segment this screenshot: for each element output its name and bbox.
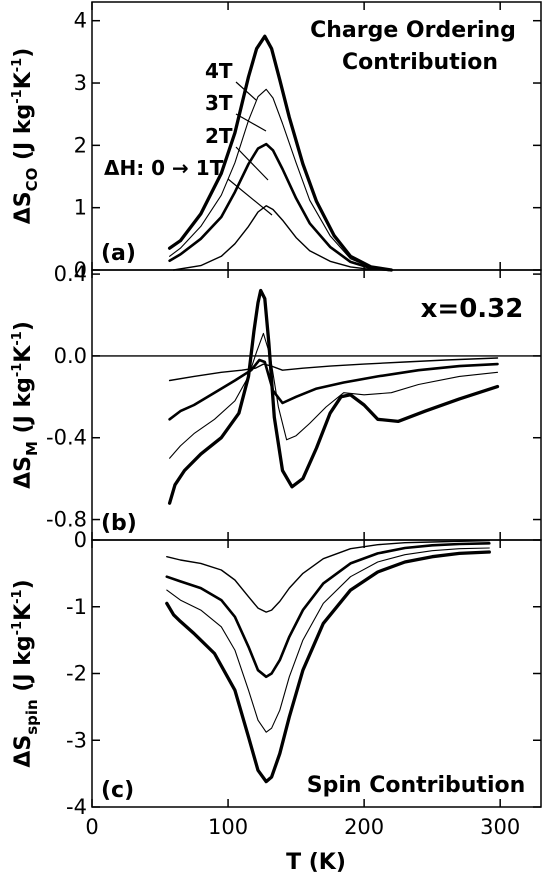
series-line	[166, 547, 490, 733]
y-tick-label: 0	[74, 528, 87, 552]
y-axis-label-part: ΔS	[11, 456, 36, 489]
y-axis-label-part: M	[23, 441, 41, 456]
y-tick-label: 2	[74, 133, 87, 157]
y-axis-label-part: -1	[10, 363, 25, 377]
x-tick-label: 0	[85, 815, 98, 839]
panel-label: (a)	[101, 241, 136, 266]
series-line	[168, 357, 499, 382]
x-tick-label: 300	[480, 815, 520, 839]
y-axis-label: ΔSM (J kg-1K-1)	[10, 321, 41, 489]
y-tick-label: -0.4	[46, 426, 87, 450]
y-tick-label: -0.8	[46, 508, 87, 532]
y-tick-label: -1	[66, 595, 87, 619]
series-line	[166, 540, 490, 613]
y-axis-label-part: ΔS	[11, 735, 36, 768]
panel-frame	[91, 539, 542, 808]
y-axis-label-part: )	[11, 48, 36, 58]
y-tick-label: 1	[74, 196, 87, 220]
y-axis-label: ΔSspin (J kg-1K-1)	[10, 579, 41, 767]
y-tick-label: 4	[74, 9, 87, 33]
y-axis-label-part: CO	[23, 168, 41, 192]
y-axis-label-part: K	[11, 345, 36, 363]
y-tick-label: 0	[74, 258, 87, 282]
y-tick-label: 0.0	[54, 344, 87, 368]
x-tick-label: 100	[208, 815, 248, 839]
y-axis-label-part: -1	[10, 589, 25, 603]
label-2T: 2T	[205, 124, 233, 148]
y-tick-label: 3	[74, 71, 87, 95]
contribution-title: Contribution	[342, 50, 498, 75]
series-line	[165, 550, 491, 784]
series-line	[167, 34, 393, 272]
y-axis-label-part: K	[11, 71, 36, 89]
label-3T: 3T	[205, 91, 233, 115]
y-axis-label-part: -1	[10, 58, 25, 72]
annotations: Charge Ordering Contribution 4T 3T 2T ΔH: 0 →…	[104, 18, 525, 798]
series-line	[169, 88, 392, 271]
series-line	[165, 541, 491, 679]
label-pointer	[235, 81, 257, 101]
series-line	[168, 142, 390, 272]
y-axis-label-part: spin	[23, 699, 41, 735]
label-pointer	[227, 178, 273, 216]
y-axis-label-part: )	[11, 321, 36, 331]
label-pointer	[235, 146, 269, 181]
series-line	[167, 288, 500, 505]
y-axis-label: ΔSCO (J kg-1K-1)	[10, 48, 41, 225]
y-axis-label-part: (J kg	[11, 377, 36, 441]
panel-label: (b)	[101, 511, 137, 536]
y-axis-label-part: (J kg	[11, 635, 36, 699]
label-pointer	[235, 113, 267, 132]
y-axis-label-part: K	[11, 603, 36, 621]
y-tick-label: -3	[66, 728, 87, 752]
charge-ordering-title: Charge Ordering	[310, 18, 516, 43]
panel-label: (c)	[101, 778, 134, 803]
y-tick-label: -2	[66, 662, 87, 686]
label-4T: 4T	[205, 59, 233, 83]
y-axis-label-part: -1	[10, 331, 25, 345]
y-axis-label-part: ΔS	[11, 191, 36, 224]
y-axis-label-part: )	[11, 579, 36, 589]
x-tick-label: 200	[344, 815, 384, 839]
composition-label: x=0.32	[421, 294, 524, 324]
spin-contribution-title: Spin Contribution	[307, 773, 526, 798]
x-axis-label: T (K)	[286, 850, 346, 875]
y-tick-label: -4	[66, 795, 87, 819]
y-axis-label-part: -1	[10, 621, 25, 635]
y-axis-label-part: (J kg	[11, 104, 36, 168]
y-axis-label-part: -1	[10, 89, 25, 103]
series-line	[169, 332, 499, 459]
y-tick-label: 0.4	[54, 262, 87, 286]
label-1T: ΔH: 0 → 1T	[104, 156, 224, 180]
series-line	[172, 205, 386, 271]
